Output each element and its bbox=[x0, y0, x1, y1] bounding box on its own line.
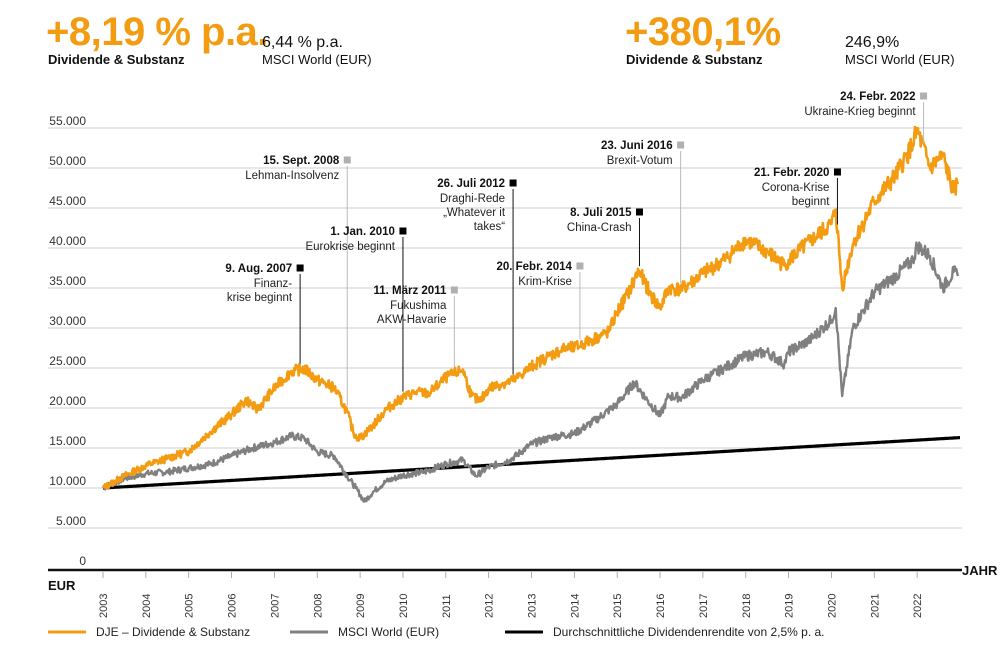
y-tick-label: 40.000 bbox=[49, 234, 86, 248]
x-tick-label: 2021 bbox=[869, 594, 881, 618]
annotation-marker bbox=[399, 227, 407, 235]
annotation-marker bbox=[509, 179, 517, 187]
annotation-text: AKW-Havarie bbox=[377, 314, 446, 326]
x-tick-label: 2015 bbox=[612, 594, 624, 618]
y-tick-label: 10.000 bbox=[49, 474, 86, 488]
annotation-marker bbox=[833, 168, 841, 176]
x-tick-label: 2017 bbox=[698, 594, 710, 618]
msci-annual-return: 6,44 % p.a. bbox=[262, 34, 343, 51]
y-tick-label: 55.000 bbox=[49, 114, 86, 128]
annotation-marker bbox=[920, 92, 928, 100]
annotation-marker bbox=[343, 156, 351, 164]
annotation-marker bbox=[450, 286, 458, 294]
dje-annual-return: +8,19 % p.a. bbox=[46, 10, 268, 54]
msci-world-line bbox=[102, 241, 960, 503]
x-tick-label: 2016 bbox=[655, 594, 667, 618]
x-tick-label: 2020 bbox=[826, 594, 838, 618]
annotation-marker bbox=[296, 264, 304, 272]
x-tick-label: 2019 bbox=[784, 594, 796, 618]
x-tick-label: 2014 bbox=[569, 594, 581, 618]
x-tick-label: 2008 bbox=[312, 594, 324, 618]
annotation-date: 9. Aug. 2007 bbox=[225, 263, 292, 275]
annotation-date: 23. Juni 2016 bbox=[601, 140, 673, 152]
x-tick-label: 2022 bbox=[912, 594, 924, 618]
annotation-marker bbox=[635, 208, 643, 216]
y-tick-label: 5.000 bbox=[56, 514, 86, 528]
annotation-text: takes“ bbox=[474, 221, 505, 233]
y-tick-label: 0 bbox=[79, 554, 86, 568]
x-tick-label: 2004 bbox=[141, 594, 153, 618]
y-axis-label: EUR bbox=[48, 578, 76, 593]
annotation-text: Draghi-Rede bbox=[440, 193, 505, 205]
y-tick-label: 35.000 bbox=[49, 274, 86, 288]
annotation-date: 21. Febr. 2020 bbox=[754, 167, 829, 179]
dje-total-return-label: Dividende & Substanz bbox=[626, 52, 763, 67]
dje-annual-return-label: Dividende & Substanz bbox=[48, 52, 185, 67]
annotation-date: 15. Sept. 2008 bbox=[263, 155, 340, 167]
y-tick-label: 25.000 bbox=[49, 354, 86, 368]
legend-label: MSCI World (EUR) bbox=[338, 625, 439, 639]
annotation-text: Ukraine-Krieg beginnt bbox=[804, 106, 916, 118]
dje-total-return: +380,1% bbox=[625, 10, 781, 54]
x-axis-label: JAHR bbox=[962, 563, 998, 578]
annotation-text: „Whatever it bbox=[443, 207, 506, 219]
annotation-text: China-Crash bbox=[567, 222, 632, 234]
x-tick-label: 2009 bbox=[355, 594, 367, 618]
x-tick-label: 2003 bbox=[98, 594, 110, 618]
annotation-marker bbox=[677, 141, 685, 149]
legend-label: Durchschnittliche Dividendenrendite von … bbox=[553, 625, 825, 639]
dividend-yield-line bbox=[103, 436, 960, 490]
msci-annual-return-label: MSCI World (EUR) bbox=[262, 52, 372, 67]
x-tick-label: 2018 bbox=[741, 594, 753, 618]
x-tick-label: 2006 bbox=[227, 594, 239, 618]
annotation-text: Lehman-Insolvenz bbox=[245, 170, 339, 182]
annotation-date: 8. Juli 2015 bbox=[570, 207, 632, 219]
msci-total-return: 246,9% bbox=[845, 34, 900, 51]
annotation-date: 11. März 2011 bbox=[373, 285, 446, 297]
x-tick-label: 2005 bbox=[184, 594, 196, 618]
annotation-marker bbox=[576, 262, 584, 270]
annotation-text: Brexit-Votum bbox=[607, 155, 673, 167]
annotation-text: Corona-Krise bbox=[762, 182, 830, 194]
annotation-date: 20. Febr. 2014 bbox=[496, 261, 572, 273]
annotation-date: 1. Jan. 2010 bbox=[330, 226, 395, 238]
y-tick-label: 15.000 bbox=[49, 434, 86, 448]
y-tick-label: 20.000 bbox=[49, 394, 86, 408]
y-tick-label: 45.000 bbox=[49, 194, 86, 208]
annotation-text: Eurokrise beginnt bbox=[305, 241, 395, 253]
x-tick-label: 2011 bbox=[441, 594, 453, 618]
annotation-text: Finanz- bbox=[254, 278, 293, 290]
x-tick-label: 2010 bbox=[398, 594, 410, 618]
dje-line bbox=[101, 125, 960, 490]
y-tick-label: 30.000 bbox=[49, 314, 86, 328]
legend-label: DJE – Dividende & Substanz bbox=[96, 625, 250, 639]
y-tick-label: 50.000 bbox=[49, 154, 86, 168]
annotation-date: 26. Juli 2012 bbox=[437, 178, 505, 190]
annotation-text: krise beginnt bbox=[227, 292, 293, 304]
annotation-text: Fukushima bbox=[390, 300, 447, 312]
msci-total-return-label: MSCI World (EUR) bbox=[845, 52, 955, 67]
annotation-date: 24. Febr. 2022 bbox=[840, 91, 915, 103]
annotation-text: beginnt bbox=[792, 196, 831, 208]
x-tick-label: 2013 bbox=[527, 594, 539, 618]
annotation-text: Krim-Krise bbox=[518, 276, 572, 288]
x-tick-label: 2007 bbox=[269, 594, 281, 618]
x-tick-label: 2012 bbox=[484, 594, 496, 618]
